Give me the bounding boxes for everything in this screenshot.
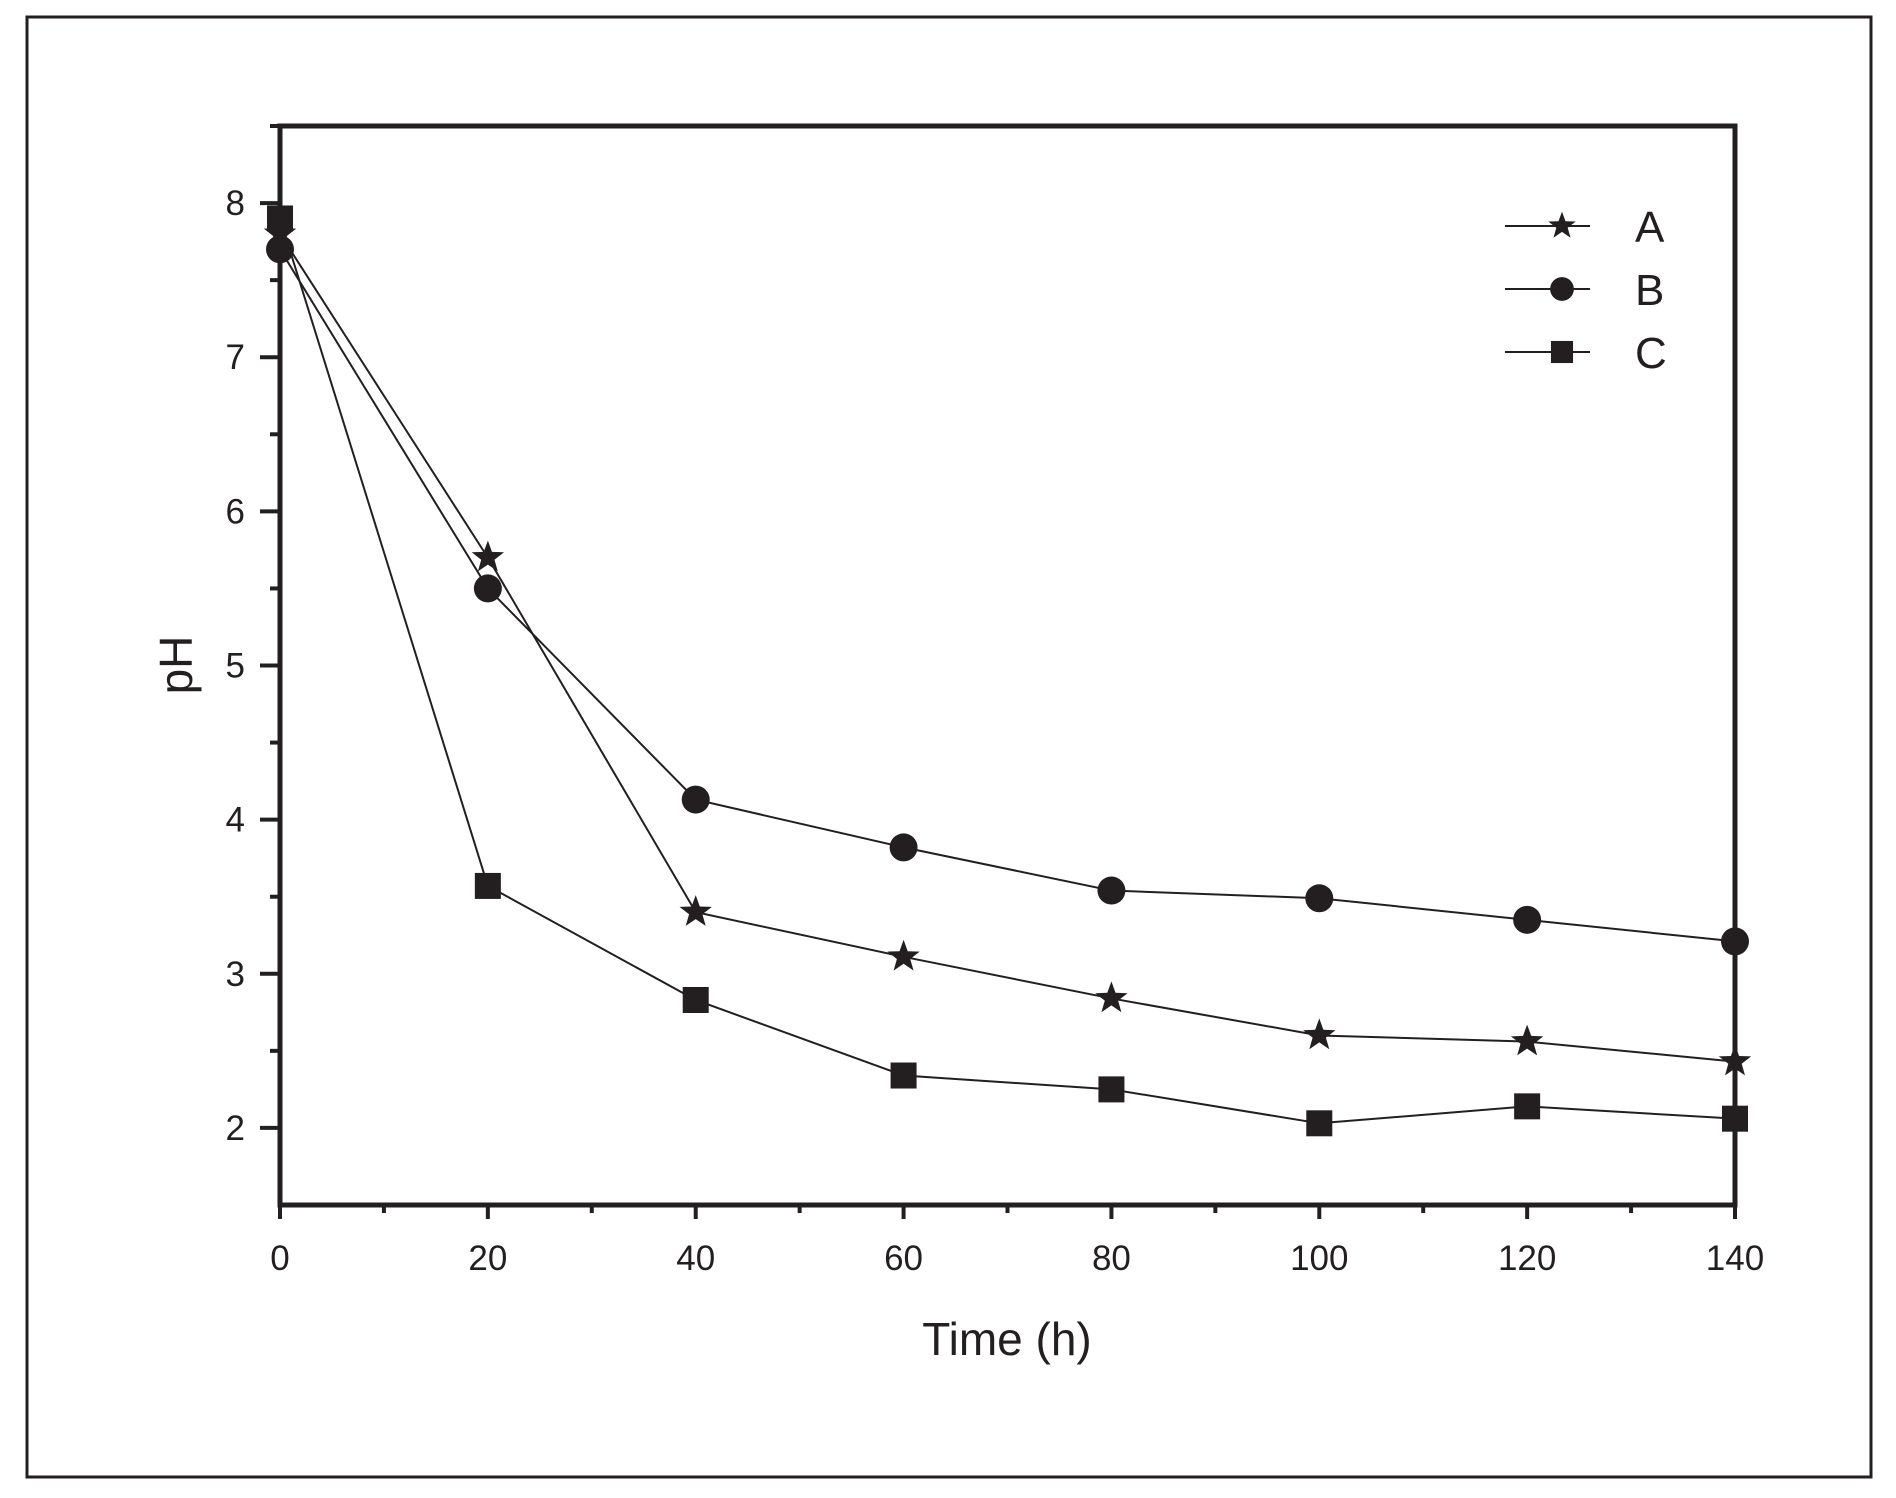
- data-point-star: [1303, 1018, 1336, 1050]
- data-point-square: [1514, 1093, 1541, 1120]
- data-point-star: [1095, 981, 1128, 1013]
- series-group: [263, 205, 1752, 1137]
- legend-label: B: [1635, 266, 1664, 315]
- data-point-square: [682, 986, 709, 1013]
- x-tick-label: 100: [1290, 1239, 1348, 1278]
- series-line-B: [279, 248, 1736, 943]
- y-tick-label: 4: [226, 801, 245, 840]
- axes: 0 20 40 60 80 100 120 140 2 3 4 5 6 7 8: [226, 123, 1764, 1278]
- legend: ABC: [1505, 203, 1667, 378]
- data-point-star: [1511, 1024, 1544, 1056]
- legend-item-B: B: [1505, 266, 1664, 315]
- data-point-circle: [1513, 905, 1542, 934]
- y-tick-label: 8: [226, 184, 245, 223]
- series-C: [267, 205, 1748, 1137]
- y-tick-label: 7: [226, 338, 245, 377]
- data-point-square: [1306, 1110, 1333, 1137]
- x-axis-label: Time (h): [922, 1313, 1092, 1365]
- data-point-circle: [1097, 876, 1126, 905]
- x-tick-label: 40: [676, 1239, 715, 1278]
- series-line-C: [279, 218, 1736, 1125]
- legend-label: A: [1635, 203, 1665, 252]
- data-point-star: [471, 540, 504, 572]
- x-tick-label: 140: [1706, 1239, 1764, 1278]
- y-tick-label: 2: [226, 1109, 245, 1148]
- legend-square-icon: [1550, 340, 1574, 364]
- legend-item-C: C: [1505, 329, 1667, 378]
- x-tick-label: 80: [1092, 1239, 1131, 1278]
- x-tick-label: 120: [1498, 1239, 1556, 1278]
- data-point-star: [887, 939, 920, 971]
- series-A: [263, 216, 1752, 1076]
- data-point-star: [679, 895, 712, 926]
- data-point-circle: [1305, 884, 1334, 913]
- figure-frame: [25, 15, 1873, 1479]
- data-point-circle: [473, 574, 502, 603]
- y-tick-label: 3: [226, 955, 245, 994]
- data-point-square: [890, 1062, 917, 1089]
- data-point-star: [263, 216, 297, 248]
- data-point-square: [1098, 1076, 1125, 1103]
- legend-item-A: A: [1505, 203, 1665, 252]
- x-tick-label: 20: [468, 1239, 507, 1278]
- data-point-square: [474, 872, 501, 899]
- series-B: [266, 235, 1749, 956]
- plot-area-border: [277, 123, 1738, 1208]
- x-tick-label: 0: [270, 1239, 289, 1278]
- legend-label: C: [1635, 329, 1667, 378]
- data-point-circle: [889, 833, 918, 862]
- legend-star-icon: [1548, 211, 1576, 238]
- y-axis-label: pH: [150, 636, 202, 695]
- y-tick-label: 5: [226, 647, 245, 686]
- data-point-star: [1718, 1044, 1752, 1076]
- x-tick-label: 60: [884, 1239, 923, 1278]
- data-point-circle: [1721, 927, 1749, 956]
- data-point-square: [1722, 1105, 1748, 1132]
- data-point-circle: [681, 785, 710, 814]
- legend-circle-icon: [1550, 277, 1574, 301]
- y-tick-label: 6: [226, 492, 245, 531]
- data-point-square: [267, 205, 293, 232]
- series-line-A: [279, 233, 1736, 1063]
